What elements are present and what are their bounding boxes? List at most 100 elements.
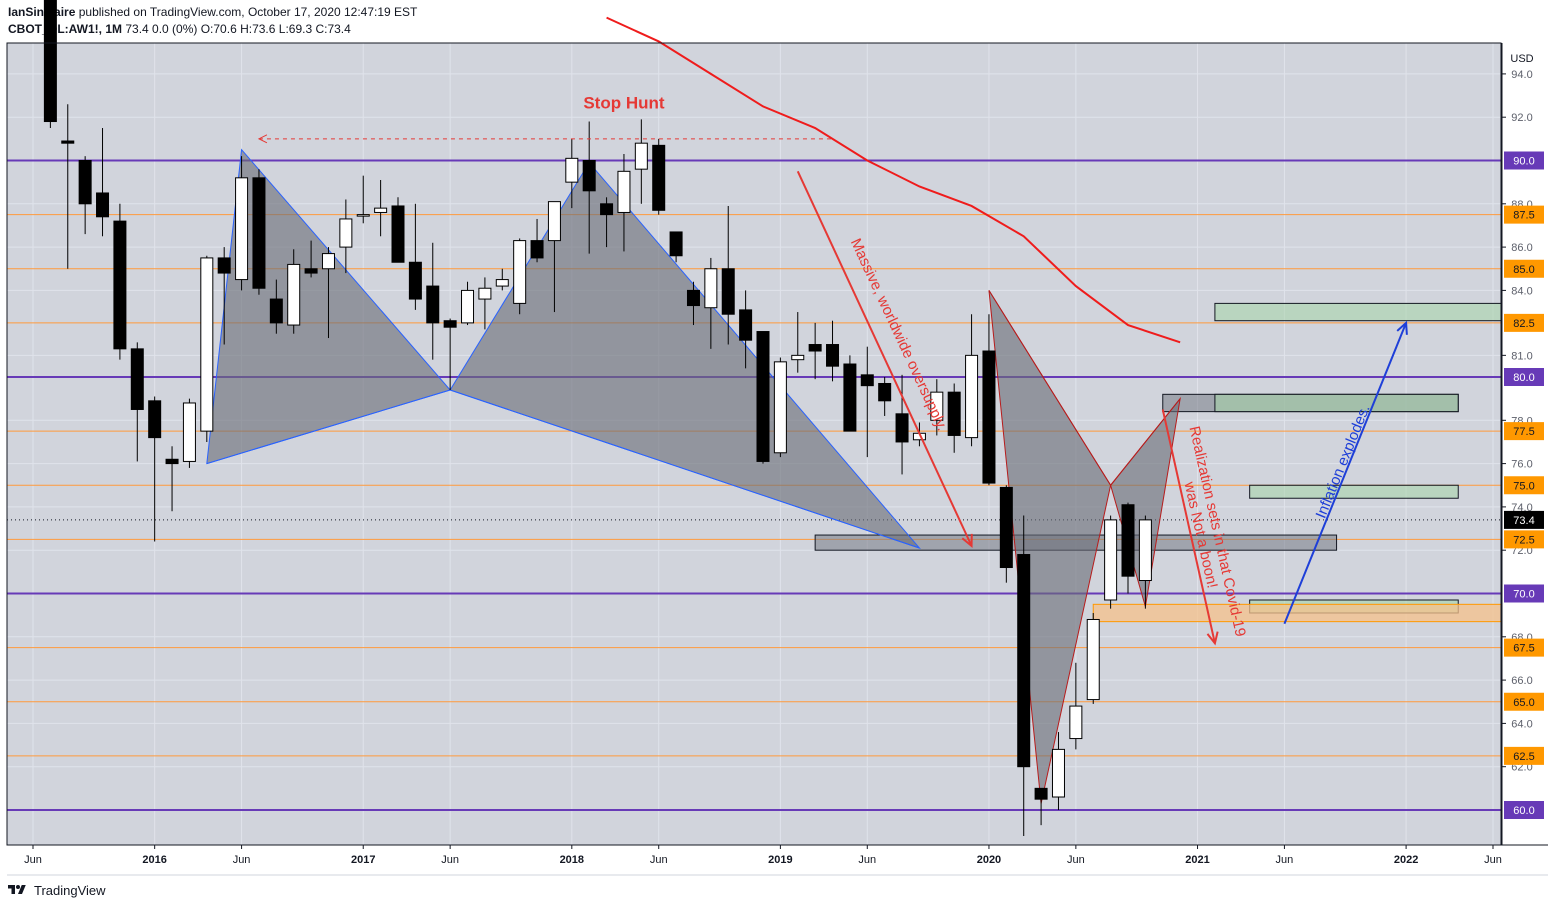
candle[interactable] — [130, 342, 144, 462]
candle[interactable] — [878, 377, 892, 416]
candle[interactable] — [773, 357, 787, 458]
candle[interactable] — [617, 154, 631, 252]
candle[interactable] — [530, 218, 544, 263]
candle[interactable] — [356, 175, 370, 224]
candle[interactable] — [686, 281, 700, 326]
stop-hunt-label: Stop Hunt — [583, 94, 665, 113]
symbol-name[interactable]: CBOT_DL:AW1!, 1M — [8, 22, 122, 36]
pattern-edge — [449, 389, 920, 549]
candle[interactable] — [930, 379, 944, 436]
candle[interactable] — [235, 156, 249, 291]
candle[interactable] — [96, 128, 110, 237]
candle[interactable] — [1104, 515, 1118, 609]
candle[interactable] — [148, 396, 162, 542]
inflation-arrow[interactable] — [1283, 322, 1408, 625]
candle[interactable] — [739, 290, 753, 369]
level-badge[interactable]: 87.5 — [1504, 205, 1544, 224]
candle[interactable] — [391, 197, 405, 263]
level-badge[interactable]: 70.0 — [1504, 584, 1544, 603]
candle-body-up — [200, 257, 214, 432]
candle[interactable] — [860, 346, 874, 458]
candle[interactable] — [339, 199, 353, 274]
candle[interactable] — [947, 383, 961, 453]
zone-orange[interactable] — [1092, 603, 1502, 623]
candle[interactable] — [1017, 515, 1031, 836]
time-axis[interactable]: Jun 2016 Jun 2017 Jun 2018 Jun 2019 Jun 2020 Jun 20… — [7, 844, 1548, 876]
candle[interactable] — [461, 281, 475, 326]
candle[interactable] — [634, 119, 648, 204]
candle[interactable] — [704, 257, 718, 349]
candle[interactable] — [495, 268, 509, 291]
candle[interactable] — [1121, 502, 1135, 594]
zone-green[interactable] — [1214, 393, 1459, 413]
candle[interactable] — [965, 314, 979, 447]
candle[interactable] — [182, 398, 196, 468]
author-name[interactable]: IanSinclaire — [8, 5, 76, 19]
level-badge[interactable]: 75.0 — [1504, 476, 1544, 495]
oversupply-arrow[interactable] — [796, 170, 973, 547]
candle[interactable] — [408, 203, 422, 310]
candle[interactable] — [217, 247, 231, 345]
candle[interactable] — [999, 485, 1013, 583]
candle[interactable] — [165, 446, 179, 512]
level-badge[interactable]: 67.5 — [1504, 638, 1544, 657]
candle[interactable] — [721, 205, 735, 345]
candle[interactable] — [652, 138, 666, 215]
candle[interactable] — [600, 197, 614, 248]
candle[interactable] — [252, 169, 266, 295]
candle[interactable] — [669, 231, 683, 263]
level-badge[interactable]: 90.0 — [1504, 151, 1544, 170]
candle[interactable] — [78, 156, 92, 235]
candle[interactable] — [565, 138, 579, 209]
candle[interactable] — [287, 249, 301, 334]
candle[interactable] — [547, 201, 561, 313]
candle[interactable] — [756, 331, 770, 464]
candle[interactable] — [61, 104, 75, 269]
candle[interactable] — [1051, 732, 1065, 810]
candle[interactable] — [1034, 787, 1048, 826]
candle[interactable] — [478, 277, 492, 330]
level-badge[interactable]: 62.5 — [1504, 746, 1544, 765]
candle[interactable] — [582, 121, 596, 254]
candle[interactable] — [374, 179, 388, 237]
last-price-badge-bg — [1504, 510, 1544, 529]
candle[interactable] — [321, 247, 335, 339]
last-price-badge[interactable]: 73.4 — [1504, 510, 1544, 529]
candle[interactable] — [982, 314, 996, 486]
level-badge[interactable]: 72.5 — [1504, 530, 1544, 549]
zone-green[interactable] — [1214, 302, 1502, 322]
candle[interactable] — [1069, 662, 1083, 750]
level-badge-bg — [1504, 368, 1544, 386]
level-badge[interactable]: 65.0 — [1504, 692, 1544, 711]
candle[interactable] — [426, 242, 440, 360]
candle[interactable] — [826, 320, 840, 382]
time-tick-label: 2016 — [142, 854, 166, 866]
candle[interactable] — [791, 312, 805, 373]
candle[interactable] — [808, 322, 822, 380]
candle[interactable] — [513, 238, 527, 315]
moving-average-line[interactable] — [606, 16, 1181, 344]
time-tick-label: 2018 — [560, 854, 584, 866]
zone-green[interactable] — [1249, 484, 1459, 499]
level-badge[interactable]: 77.5 — [1504, 422, 1544, 441]
candle-body-down — [826, 344, 840, 367]
covid-arrow[interactable] — [1161, 409, 1216, 644]
candle[interactable] — [43, 0, 57, 129]
level-badge[interactable]: 85.0 — [1504, 259, 1544, 278]
level-badge[interactable]: 80.0 — [1504, 368, 1544, 386]
candle[interactable] — [443, 318, 457, 390]
candle[interactable] — [200, 255, 214, 442]
price-axis[interactable]: USD62.064.066.068.072.074.076.078.081.08… — [1501, 43, 1549, 845]
candle-body-down — [1121, 504, 1135, 577]
level-badge[interactable]: 82.5 — [1504, 313, 1544, 332]
candle[interactable] — [843, 355, 857, 432]
candle[interactable] — [269, 279, 283, 334]
candle[interactable] — [1086, 612, 1100, 704]
candle[interactable] — [304, 240, 318, 278]
candle[interactable] — [1138, 515, 1152, 609]
candle[interactable] — [895, 374, 909, 475]
level-badge[interactable]: 60.0 — [1504, 801, 1544, 819]
candle[interactable] — [113, 203, 127, 360]
candle-body-down — [878, 382, 892, 402]
